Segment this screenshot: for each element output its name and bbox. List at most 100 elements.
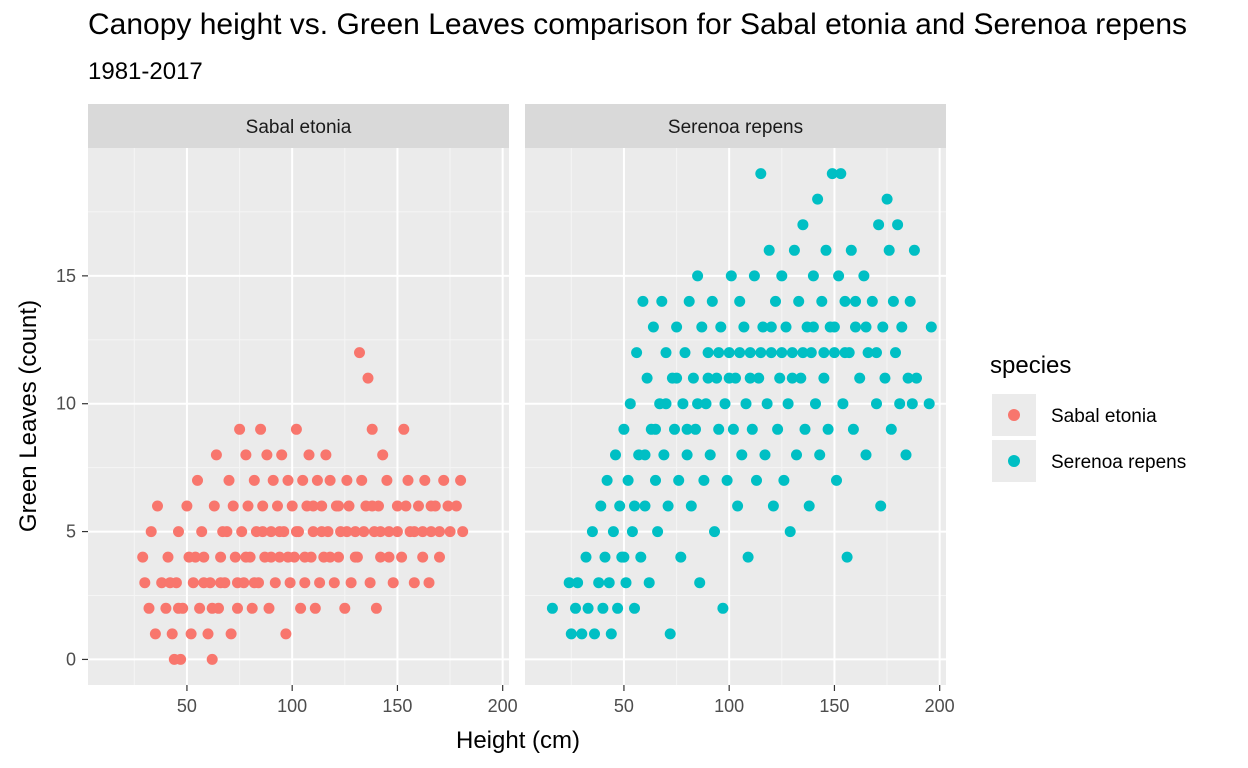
data-point — [772, 423, 784, 435]
data-point — [631, 347, 643, 359]
data-point — [643, 577, 655, 589]
data-point — [698, 474, 710, 486]
data-point — [345, 577, 357, 589]
data-point — [267, 474, 279, 486]
data-point — [290, 526, 302, 538]
data-point — [702, 347, 714, 359]
data-point — [572, 577, 584, 589]
data-point — [166, 628, 178, 640]
data-point — [417, 526, 429, 538]
data-point — [206, 653, 218, 665]
legend-key-serenoa-repens — [1008, 455, 1020, 467]
data-point — [673, 474, 685, 486]
data-point — [290, 423, 302, 435]
y-axis-title: Green Leaves (count) — [15, 300, 42, 532]
data-point — [227, 500, 239, 512]
data-point — [877, 321, 889, 333]
data-point — [820, 244, 832, 256]
data-point — [629, 500, 640, 512]
data-point — [173, 602, 184, 614]
data-point — [833, 270, 845, 282]
data-point — [349, 526, 361, 538]
panel-points — [137, 347, 469, 665]
data-point — [746, 423, 758, 435]
data-point — [457, 526, 469, 538]
data-point — [343, 500, 355, 512]
data-point — [261, 449, 273, 461]
data-point — [316, 526, 328, 538]
data-point — [137, 551, 149, 563]
data-point — [234, 423, 246, 435]
data-point — [805, 347, 817, 359]
data-point — [324, 474, 336, 486]
data-point — [694, 577, 706, 589]
data-point — [320, 449, 332, 461]
data-point — [629, 602, 640, 614]
data-point — [641, 372, 653, 384]
data-point — [713, 347, 725, 359]
data-point — [759, 449, 771, 461]
data-point — [580, 551, 592, 563]
data-point — [597, 602, 609, 614]
data-point — [721, 474, 733, 486]
x-tick-label: 50 — [177, 696, 197, 716]
data-point — [732, 500, 744, 512]
data-point — [303, 449, 315, 461]
data-point — [896, 321, 908, 333]
data-point — [387, 577, 399, 589]
data-point — [215, 577, 227, 589]
data-point — [767, 500, 779, 512]
data-point — [156, 577, 168, 589]
data-point — [736, 449, 748, 461]
facet-strip — [88, 104, 509, 148]
panel-grid — [525, 148, 946, 685]
chart-title: Canopy height vs. Green Leaves compariso… — [88, 8, 1188, 41]
data-point — [799, 423, 811, 435]
facet-panel-sabal-etonia: Sabal etonia — [88, 104, 509, 685]
data-point — [198, 551, 210, 563]
data-point — [324, 551, 336, 563]
data-point — [706, 295, 718, 307]
data-point — [847, 423, 859, 435]
data-point — [269, 577, 281, 589]
data-point — [755, 168, 767, 180]
data-point — [816, 295, 828, 307]
data-point — [776, 270, 788, 282]
data-point — [612, 602, 624, 614]
data-point — [419, 474, 431, 486]
data-point — [185, 628, 197, 640]
data-point — [866, 295, 878, 307]
data-point — [242, 500, 254, 512]
data-point — [396, 551, 408, 563]
data-point — [299, 551, 311, 563]
data-point — [276, 449, 288, 461]
data-point — [311, 474, 323, 486]
legend: species Sabal etonia Serenoa repens — [990, 352, 1186, 482]
data-point — [871, 398, 882, 410]
data-point — [660, 398, 672, 410]
data-point — [860, 449, 872, 461]
data-point — [618, 423, 630, 435]
data-point — [354, 347, 365, 359]
data-point — [417, 551, 429, 563]
data-point — [307, 500, 319, 512]
data-point — [299, 577, 311, 589]
data-point — [685, 500, 697, 512]
data-point — [862, 347, 874, 359]
data-point — [812, 193, 824, 205]
data-point — [681, 423, 693, 435]
data-point — [871, 347, 882, 359]
data-point — [208, 500, 220, 512]
data-point — [255, 423, 267, 435]
data-point — [375, 551, 387, 563]
data-point — [370, 602, 382, 614]
legend-label-serenoa-repens: Serenoa repens — [1051, 452, 1186, 473]
data-point — [669, 423, 680, 435]
data-point — [236, 526, 248, 538]
data-point — [671, 372, 683, 384]
data-point — [295, 602, 307, 614]
data-point — [455, 474, 467, 486]
data-point — [763, 244, 775, 256]
data-point — [660, 347, 672, 359]
data-point — [413, 500, 424, 512]
